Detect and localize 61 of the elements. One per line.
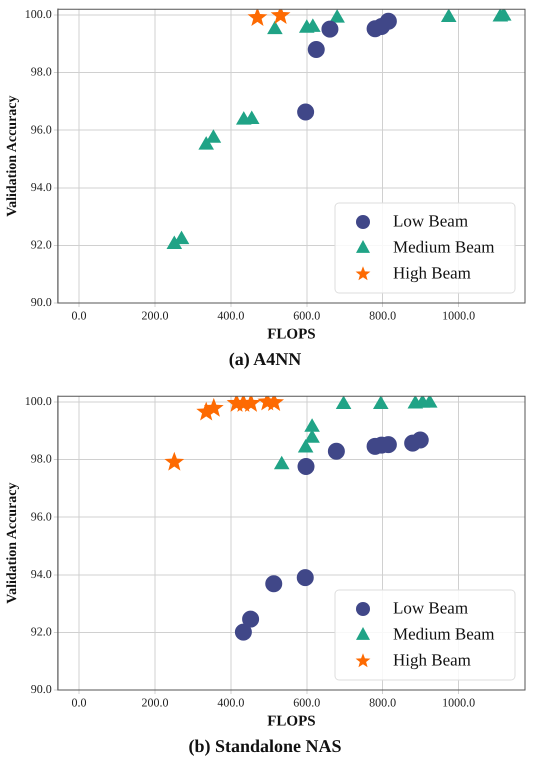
point — [304, 418, 320, 432]
point — [330, 10, 345, 23]
y-tick-label: 96.0 — [30, 122, 52, 136]
y-tick-label: 98.0 — [30, 64, 52, 79]
y-axis-title: Validation Accuracy — [5, 482, 20, 604]
text: (b) Standalone NAS — [188, 736, 342, 756]
point — [248, 9, 268, 26]
legend-label: Medium Beam — [393, 624, 495, 644]
point — [373, 396, 388, 410]
x-axis-title: FLOPS — [267, 326, 316, 342]
point — [380, 12, 397, 30]
y-tick-label: 96.0 — [30, 509, 52, 524]
x-tick-label: 200.0 — [141, 308, 168, 322]
legend-label: High Beam — [393, 650, 471, 670]
point — [412, 431, 429, 448]
point — [274, 456, 290, 470]
point — [321, 20, 338, 38]
point — [198, 136, 214, 150]
x-tick-label: 0.0 — [72, 308, 87, 322]
point — [204, 398, 224, 417]
point — [234, 624, 252, 641]
y-tick-label: 94.0 — [30, 180, 52, 194]
y-tick-label: 90.0 — [30, 682, 52, 696]
x-tick-label: 0.0 — [72, 695, 87, 710]
x-tick-label: 1000.0 — [442, 308, 476, 322]
y-tick-label: 100.0 — [24, 394, 52, 408]
x-tick-label: 800.0 — [369, 308, 396, 322]
x-axis-title: FLOPS — [267, 713, 316, 730]
point — [422, 396, 438, 408]
legend-label: High Beam — [393, 263, 471, 282]
x-tick-label: 800.0 — [369, 695, 396, 710]
point — [441, 9, 456, 22]
y-tick-label: 92.0 — [30, 624, 52, 639]
y-tick-label: 98.0 — [30, 452, 52, 466]
y-axis-title: Validation Accuracy — [5, 95, 20, 217]
x-tick-label: 400.0 — [217, 695, 244, 710]
y-tick-label: 92.0 — [30, 238, 52, 252]
point — [304, 430, 320, 443]
point — [298, 458, 315, 475]
point — [242, 610, 260, 628]
x-tick-label: 600.0 — [293, 308, 320, 322]
point — [164, 452, 184, 471]
point — [328, 442, 345, 460]
x-tick-label: 1000.0 — [442, 695, 476, 710]
text: (a) A4NN — [228, 348, 302, 369]
y-tick-label: 100.0 — [24, 7, 52, 22]
legend-label: Low Beam — [393, 211, 468, 230]
x-tick-label: 200.0 — [141, 695, 168, 710]
legend-label: Low Beam — [393, 598, 468, 618]
point — [267, 21, 282, 34]
point — [206, 130, 221, 143]
y-tick-label: 90.0 — [30, 295, 52, 310]
legend-label: Medium Beam — [393, 237, 495, 256]
point — [265, 575, 282, 592]
x-tick-label: 600.0 — [293, 695, 320, 710]
y-tick-label: 94.0 — [30, 566, 52, 581]
point — [336, 396, 352, 410]
point — [298, 440, 314, 453]
point — [296, 569, 314, 586]
point — [308, 41, 325, 58]
x-tick-label: 400.0 — [217, 308, 244, 322]
